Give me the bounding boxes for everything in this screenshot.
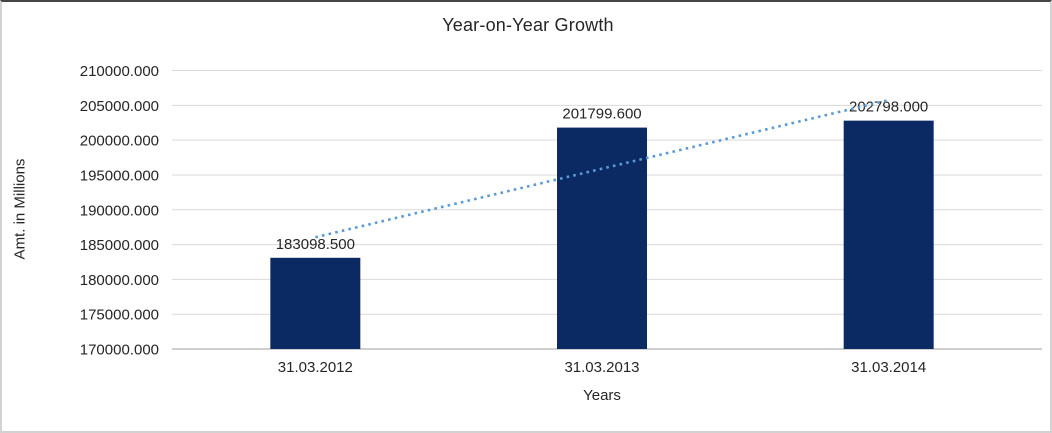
y-tick-label: 200000.000 <box>80 133 159 150</box>
y-tick-label: 175000.000 <box>80 307 159 324</box>
chart-title: Year-on-Year Growth <box>442 15 614 35</box>
data-label: 201799.600 <box>562 106 641 123</box>
bar-31.03.2013 <box>557 127 647 350</box>
y-tick-label: 180000.000 <box>80 272 159 289</box>
data-label: 202798.000 <box>849 99 928 116</box>
bar-31.03.2012 <box>270 257 361 349</box>
y-tick-label: 205000.000 <box>80 98 159 115</box>
x-tick-label: 31.03.2012 <box>278 359 353 376</box>
data-label: 183098.500 <box>276 236 355 253</box>
trendline <box>315 98 889 239</box>
y-tick-label: 210000.000 <box>80 63 159 80</box>
y-tick-label: 170000.000 <box>80 342 159 359</box>
bar-31.03.2014 <box>843 120 934 350</box>
y-tick-label: 195000.000 <box>80 167 159 184</box>
x-tick-label: 31.03.2014 <box>851 359 926 376</box>
x-axis-title: Years <box>583 387 621 404</box>
x-tick-label: 31.03.2013 <box>564 359 639 376</box>
y-tick-label: 190000.000 <box>80 202 159 219</box>
y-tick-label: 185000.000 <box>80 237 159 254</box>
